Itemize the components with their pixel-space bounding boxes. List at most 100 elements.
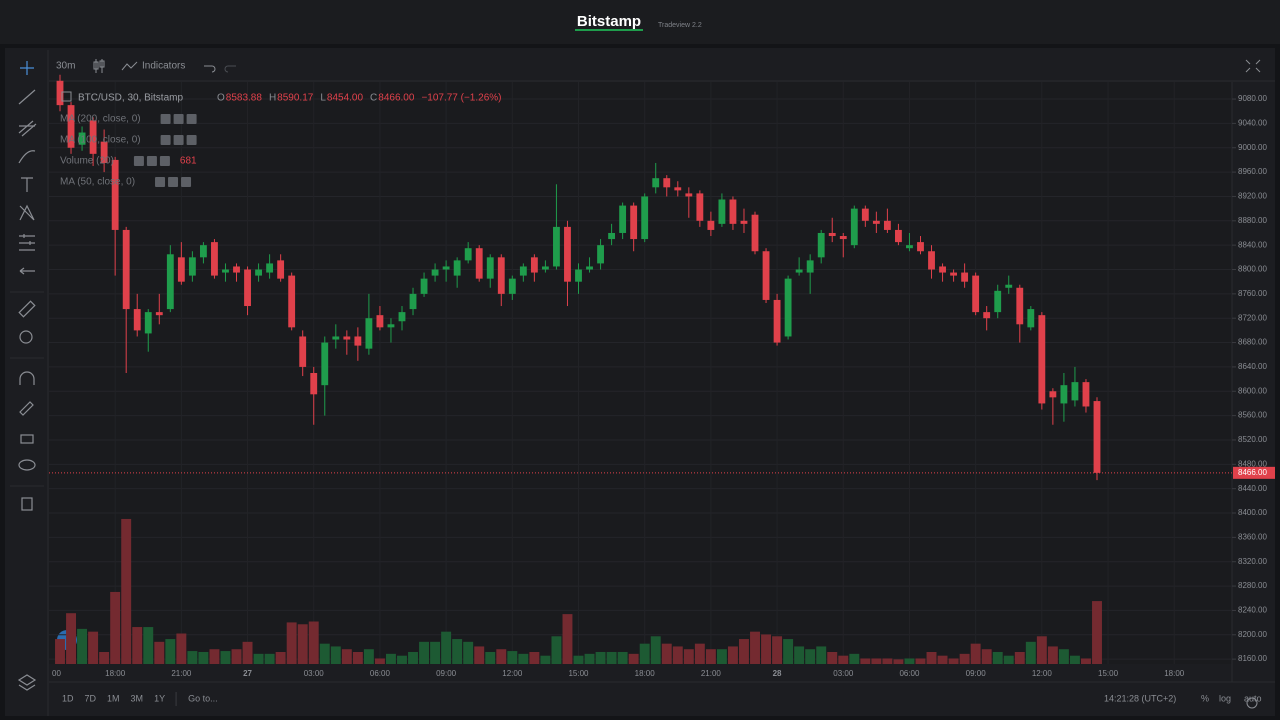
candle-body xyxy=(453,260,461,276)
volume-bar xyxy=(992,651,1003,664)
candle-body xyxy=(553,226,560,267)
text-tool[interactable] xyxy=(21,177,33,192)
volume-bar xyxy=(176,633,187,664)
volume-bar xyxy=(132,627,143,664)
candle-body xyxy=(784,278,792,337)
study-label[interactable]: MA (50, close, 0) xyxy=(60,177,135,188)
magnet-tool[interactable] xyxy=(19,371,35,385)
scale-option[interactable]: auto xyxy=(1244,693,1262,703)
candle-body xyxy=(1038,315,1046,404)
ohlc-prefix: H xyxy=(269,93,276,104)
volume-bar xyxy=(154,641,165,664)
candle-body xyxy=(100,141,108,163)
candle-body xyxy=(630,205,638,240)
candle-body xyxy=(211,242,218,276)
fib-tool[interactable] xyxy=(18,120,37,137)
candle-body xyxy=(508,278,516,294)
hide-toolbar[interactable] xyxy=(19,267,35,275)
volume-bar xyxy=(584,653,595,664)
volume-bar xyxy=(805,649,816,664)
top-bar xyxy=(0,0,1280,44)
study-label[interactable]: MA (100, close, 0) xyxy=(60,135,141,146)
x-tick-label: 18:00 xyxy=(105,669,126,678)
pattern-tool[interactable] xyxy=(19,204,35,221)
study-button[interactable] xyxy=(155,177,166,187)
prediction-tool[interactable] xyxy=(19,234,35,251)
brand-underline xyxy=(575,29,643,31)
volume-bar xyxy=(562,614,573,664)
fullscreen-icon[interactable] xyxy=(1245,59,1261,73)
volume-bar xyxy=(385,653,396,664)
volume-bar xyxy=(485,651,496,664)
study-button[interactable] xyxy=(186,114,197,124)
study-label[interactable]: MA (200, close, 0) xyxy=(60,114,141,125)
volume-bar xyxy=(838,655,849,664)
undo-icon[interactable] xyxy=(204,65,216,73)
scale-option[interactable]: log xyxy=(1219,693,1231,703)
volume-bar xyxy=(253,653,264,664)
candle-body xyxy=(696,193,704,221)
study-button[interactable] xyxy=(168,177,179,187)
range-button[interactable]: 7D xyxy=(85,693,97,703)
candle-body xyxy=(586,266,593,270)
zoom-tool[interactable] xyxy=(19,330,33,344)
change: −107.77 (−1.26%) xyxy=(421,93,501,104)
layers-icon[interactable] xyxy=(17,674,37,691)
ohlc-value: 8466.00 xyxy=(378,93,415,104)
candle-body xyxy=(475,248,483,279)
study-button[interactable] xyxy=(173,135,184,145)
candle-body xyxy=(685,193,693,197)
volume-bar xyxy=(88,631,99,664)
study-button[interactable] xyxy=(133,156,144,166)
volume-bar xyxy=(816,646,827,664)
volume-bar xyxy=(110,591,121,664)
candle-body xyxy=(619,205,627,233)
y-tick-label: 8800.00 xyxy=(1238,265,1267,274)
range-button[interactable]: 1M xyxy=(107,693,120,703)
y-tick-label: 8560.00 xyxy=(1238,411,1267,420)
volume-bar xyxy=(1092,601,1102,664)
chart-style-icon[interactable] xyxy=(93,59,105,73)
range-button[interactable]: 1D xyxy=(62,693,74,703)
crosshair-tool[interactable] xyxy=(20,61,34,75)
goto-button[interactable]: Go to... xyxy=(188,693,218,703)
volume-bar xyxy=(330,646,341,664)
x-tick-label: 27 xyxy=(243,669,252,678)
candle-body xyxy=(674,187,682,191)
study-button[interactable] xyxy=(186,135,197,145)
lock-draw-tool[interactable] xyxy=(19,401,34,416)
lock-tool[interactable] xyxy=(20,434,34,444)
volume-bar xyxy=(408,651,418,664)
interval-button[interactable]: 30m xyxy=(56,61,75,72)
study-button[interactable] xyxy=(146,156,157,166)
ohlc-prefix: C xyxy=(370,93,377,104)
indicators-button[interactable]: Indicators xyxy=(142,61,185,72)
scale-option[interactable]: % xyxy=(1201,693,1209,703)
range-button[interactable]: 3M xyxy=(131,693,144,703)
settings-icon[interactable] xyxy=(1246,697,1258,709)
candle-body xyxy=(762,251,770,300)
indicators-icon[interactable] xyxy=(121,61,138,71)
study-button[interactable] xyxy=(160,114,171,124)
visibility-tool[interactable] xyxy=(18,459,36,471)
trendline-tool[interactable] xyxy=(18,89,36,105)
study-button[interactable] xyxy=(160,135,171,145)
volume-bar xyxy=(341,649,352,664)
study-label[interactable]: Volume (20) xyxy=(60,156,114,167)
candle-body xyxy=(111,159,119,230)
range-button[interactable]: 1Y xyxy=(154,693,165,703)
y-tick-label: 8920.00 xyxy=(1238,192,1267,201)
brush-tool[interactable] xyxy=(18,150,36,164)
volume-bar xyxy=(452,639,463,664)
study-button[interactable] xyxy=(159,156,170,166)
study-button[interactable] xyxy=(181,177,192,187)
volume-bar xyxy=(926,651,937,664)
volume-bar xyxy=(507,651,518,664)
redo-icon xyxy=(224,65,236,73)
y-tick-label: 8680.00 xyxy=(1238,338,1267,347)
study-button[interactable] xyxy=(173,114,184,124)
delete-tool[interactable] xyxy=(21,497,33,511)
x-tick-label: 03:00 xyxy=(833,669,854,678)
ruler-tool[interactable] xyxy=(18,300,36,318)
